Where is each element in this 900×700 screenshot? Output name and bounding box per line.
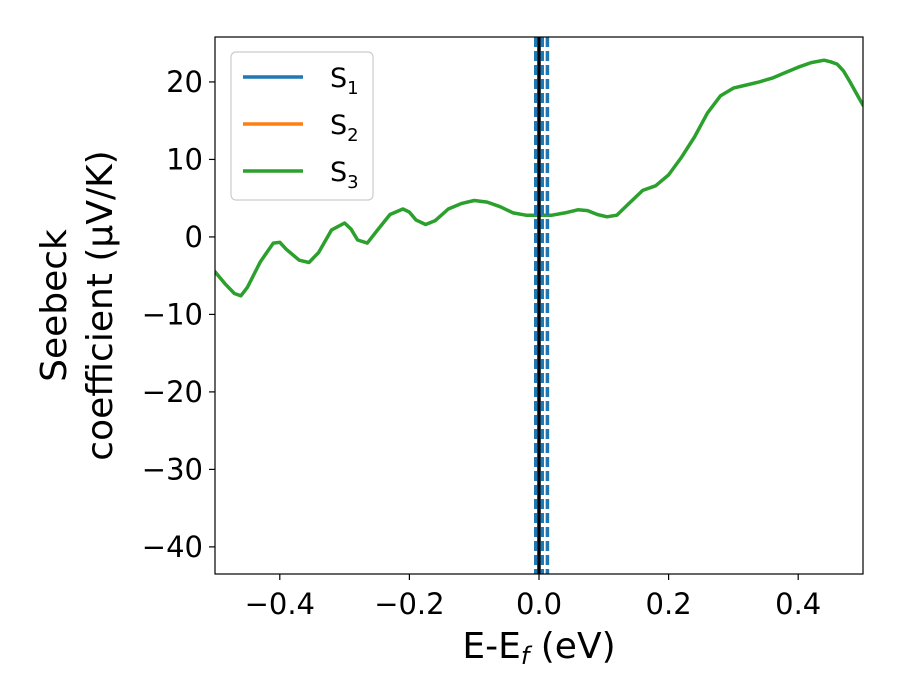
y-tick-label: −30	[142, 452, 203, 486]
legend-label-s1: S1	[330, 63, 359, 99]
x-tick-label: 0.4	[775, 587, 821, 621]
x-axis-ticks: −0.4 −0.2 0.0 0.2 0.4	[245, 574, 821, 621]
x-tick-label: −0.2	[374, 587, 444, 621]
y-tick-label: 0	[185, 220, 203, 254]
y-tick-label: −10	[142, 297, 203, 331]
y-tick-label: 10	[166, 142, 203, 176]
x-tick-label: 0.2	[646, 587, 692, 621]
series-line-s3	[215, 58, 863, 298]
y-tick-label: 20	[166, 65, 203, 99]
legend-label-s2: S2	[330, 110, 359, 146]
y-tick-label: −20	[142, 375, 203, 409]
y-axis-ticks: −40 −30 −20 −10 0 10 20	[142, 65, 215, 564]
y-axis-label-line1: Seebeck	[34, 229, 75, 382]
legend: S1 S2 S3	[230, 51, 374, 201]
x-axis-label-unit: (eV)	[529, 626, 615, 667]
x-axis-label: E-Ef (eV)	[462, 626, 615, 670]
x-tick-label: 0.0	[516, 587, 562, 621]
legend-label-s3: S3	[330, 157, 359, 193]
x-axis-label-main: E-E	[462, 626, 520, 667]
legend-box	[230, 51, 374, 201]
x-tick-label: −0.4	[245, 587, 315, 621]
y-axis-label: Seebeck coefficient (μV/K)	[34, 150, 121, 460]
y-tick-label: −40	[142, 530, 203, 564]
y-axis-label-line2: coefficient (μV/K)	[80, 150, 121, 460]
